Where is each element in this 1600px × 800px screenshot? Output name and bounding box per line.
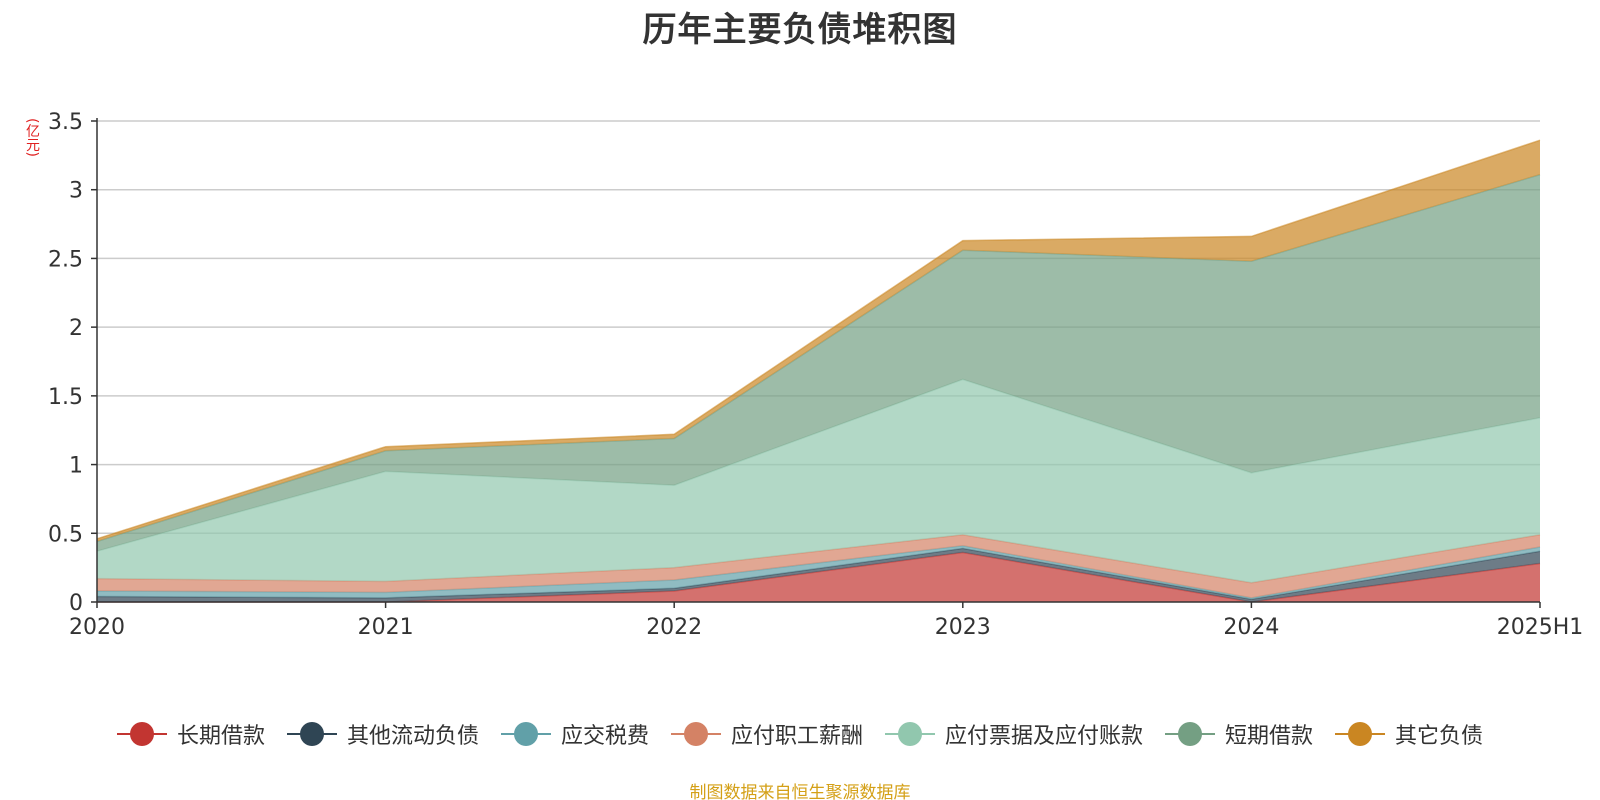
x-tick-label: 2021 <box>358 615 414 640</box>
legend-label: 其他流动负债 <box>346 724 479 749</box>
y-tick-label: 0.5 <box>48 522 83 547</box>
y-tick-label: 3.5 <box>48 110 83 135</box>
area-series-edge-6 <box>96 139 1541 540</box>
legend-label: 长期借款 <box>176 724 265 749</box>
area-series-4 <box>97 379 1540 583</box>
area-series-6 <box>97 140 1540 542</box>
legend-label: 应付职工薪酬 <box>730 724 863 749</box>
legend-label: 短期借款 <box>1225 724 1314 749</box>
y-tick-label: 2 <box>69 316 83 341</box>
source-note: 制图数据来自恒生聚源数据库 <box>689 783 911 800</box>
legend-label: 应付票据及应付账款 <box>945 724 1144 749</box>
legend: 长期借款 其他流动负债 应交税费 应付职工薪酬 应付票据及应付账款 短期借款 其它负债 <box>0 718 1600 750</box>
stacked-area-chart: 0 0.5 1 1.5 2 2.5 3 3.5 2020 2021 2022 2023 2024 2025… <box>48 110 1583 640</box>
x-tick-label: 2024 <box>1223 615 1279 640</box>
legend-marker-icon <box>885 721 935 747</box>
chart-title: 历年主要负债堆积图 <box>642 10 958 50</box>
area-series-5 <box>97 174 1540 552</box>
area-series-3 <box>97 534 1540 598</box>
y-tick-label: 2.5 <box>48 247 83 272</box>
legend-item-3[interactable]: 应付职工薪酬 <box>670 718 863 750</box>
area-series-layer <box>96 139 1541 603</box>
legend-marker-icon <box>1165 721 1216 747</box>
legend-label: 其它负债 <box>1395 724 1484 749</box>
x-tick-label: 2025H1 <box>1497 615 1584 640</box>
tick-labels: 0 0.5 1 1.5 2 2.5 3 3.5 2020 2021 2022 2023 2024 2025… <box>48 110 1583 640</box>
legend-marker-icon <box>670 721 721 747</box>
legend-marker-icon <box>286 721 337 747</box>
y-tick-label: 3 <box>69 179 83 204</box>
y-axis-unit-label: (亿元) <box>24 118 40 157</box>
x-tick-label: 2022 <box>646 615 702 640</box>
x-tick-label: 2020 <box>69 615 125 640</box>
legend-marker-icon <box>500 721 551 747</box>
x-tick-label: 2023 <box>935 615 991 640</box>
axes <box>91 118 1541 608</box>
legend-item-2[interactable]: 应交税费 <box>500 718 649 750</box>
legend-item-5[interactable]: 短期借款 <box>1165 718 1313 750</box>
legend-marker-icon <box>1335 721 1386 747</box>
legend-item-6[interactable]: 其它负债 <box>1335 718 1483 750</box>
area-series-2 <box>97 545 1540 600</box>
legend-marker-icon <box>116 721 167 747</box>
y-tick-label: 0 <box>69 591 83 616</box>
legend-item-1[interactable]: 其他流动负债 <box>286 718 479 750</box>
legend-label: 应交税费 <box>560 724 649 749</box>
y-tick-label: 1.5 <box>48 385 83 410</box>
area-series-1 <box>97 548 1540 602</box>
legend-item-0[interactable]: 长期借款 <box>116 718 265 750</box>
y-tick-label: 1 <box>69 454 83 479</box>
legend-item-4[interactable]: 应付票据及应付账款 <box>885 718 1143 750</box>
